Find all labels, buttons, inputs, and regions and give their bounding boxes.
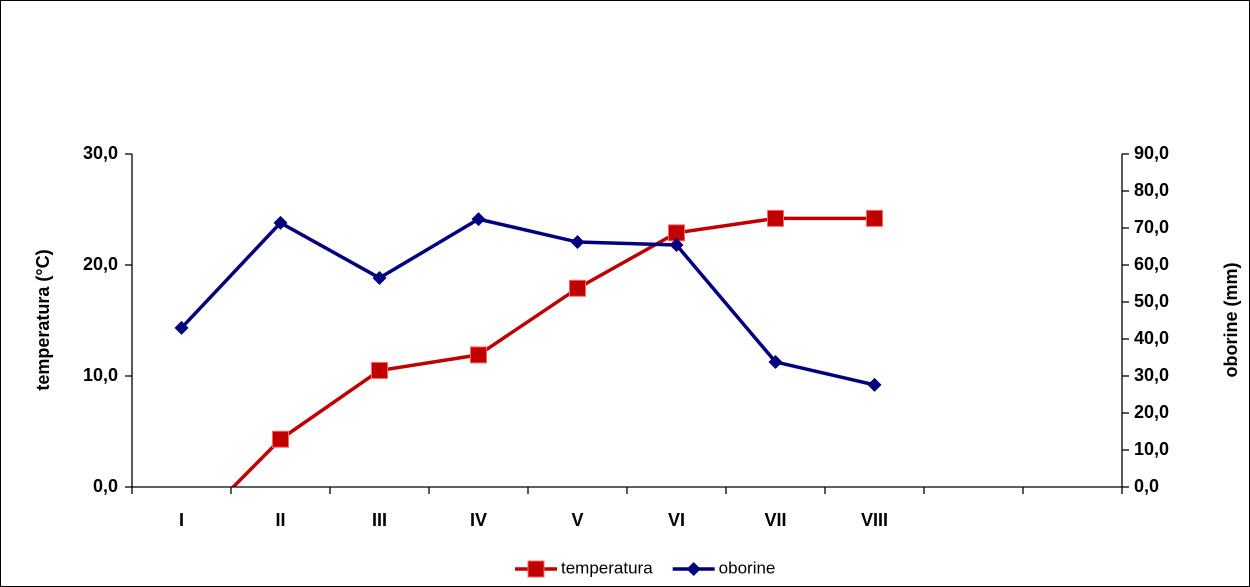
y2-tick-label: 50,0 xyxy=(1134,291,1169,311)
plot-area xyxy=(174,209,883,487)
marker xyxy=(669,238,684,253)
marker xyxy=(867,377,882,392)
marker xyxy=(174,320,189,335)
x-tick-label: IV xyxy=(470,510,487,530)
y-axis-title: temperatura (°C) xyxy=(33,249,53,390)
x-tick-label: VII xyxy=(764,510,786,530)
marker xyxy=(273,215,288,230)
y-tick-label: 10,0 xyxy=(83,365,118,385)
series-line xyxy=(180,217,875,387)
marker xyxy=(866,209,883,227)
y2-tick-label: 40,0 xyxy=(1134,328,1169,348)
marker xyxy=(371,361,388,379)
y2-tick-label: 10,0 xyxy=(1134,439,1169,459)
x-tick-label: VI xyxy=(668,510,685,530)
legend-label: oborine xyxy=(719,558,776,577)
marker xyxy=(471,212,486,227)
y2-tick-label: 60,0 xyxy=(1134,254,1169,274)
legend-marker xyxy=(527,560,545,578)
y2-tick-label: 70,0 xyxy=(1134,217,1169,237)
marker xyxy=(767,209,784,227)
y2-tick-label: 0,0 xyxy=(1134,476,1159,496)
marker xyxy=(569,279,586,297)
series-line xyxy=(230,216,875,487)
marker xyxy=(372,270,387,285)
marker xyxy=(570,235,585,250)
legend-marker xyxy=(686,562,701,576)
y2-tick-label: 30,0 xyxy=(1134,365,1169,385)
marker xyxy=(470,346,487,364)
y2-axis-title: oborine (mm) xyxy=(1221,262,1241,377)
y-tick-label: 20,0 xyxy=(83,254,118,274)
y2-tick-label: 80,0 xyxy=(1134,180,1169,200)
y-tick-label: 0,0 xyxy=(93,476,118,496)
y2-tick-label: 20,0 xyxy=(1134,402,1169,422)
x-tick-label: V xyxy=(571,510,583,530)
x-tick-label: II xyxy=(275,510,285,530)
y-tick-label: 30,0 xyxy=(83,143,118,163)
x-tick-label: I xyxy=(179,510,184,530)
y2-tick-label: 90,0 xyxy=(1134,143,1169,163)
marker xyxy=(272,430,289,448)
x-tick-label: VIII xyxy=(861,510,888,530)
x-tick-label: III xyxy=(372,510,387,530)
legend-label: temperatura xyxy=(561,558,653,577)
marker xyxy=(768,354,783,369)
